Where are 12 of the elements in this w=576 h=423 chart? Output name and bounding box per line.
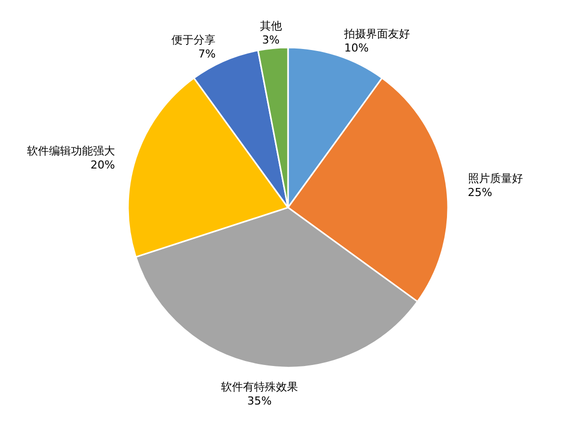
data-label: 10%	[344, 41, 369, 54]
slice-label: 照片质量好	[468, 172, 523, 186]
slice-label: 其他	[260, 19, 282, 32]
slice-label: 软件编辑功能强大	[26, 144, 115, 158]
slice-label: 便于分享	[172, 33, 216, 46]
slice-label: 拍摄界面友好	[343, 27, 410, 40]
data-label: 7%	[198, 47, 216, 60]
data-label: 20%	[90, 158, 115, 172]
slice-label: 软件有特殊效果	[221, 380, 298, 394]
data-label: 3%	[262, 33, 280, 46]
data-label: 35%	[247, 394, 272, 408]
data-label: 25%	[468, 186, 492, 200]
